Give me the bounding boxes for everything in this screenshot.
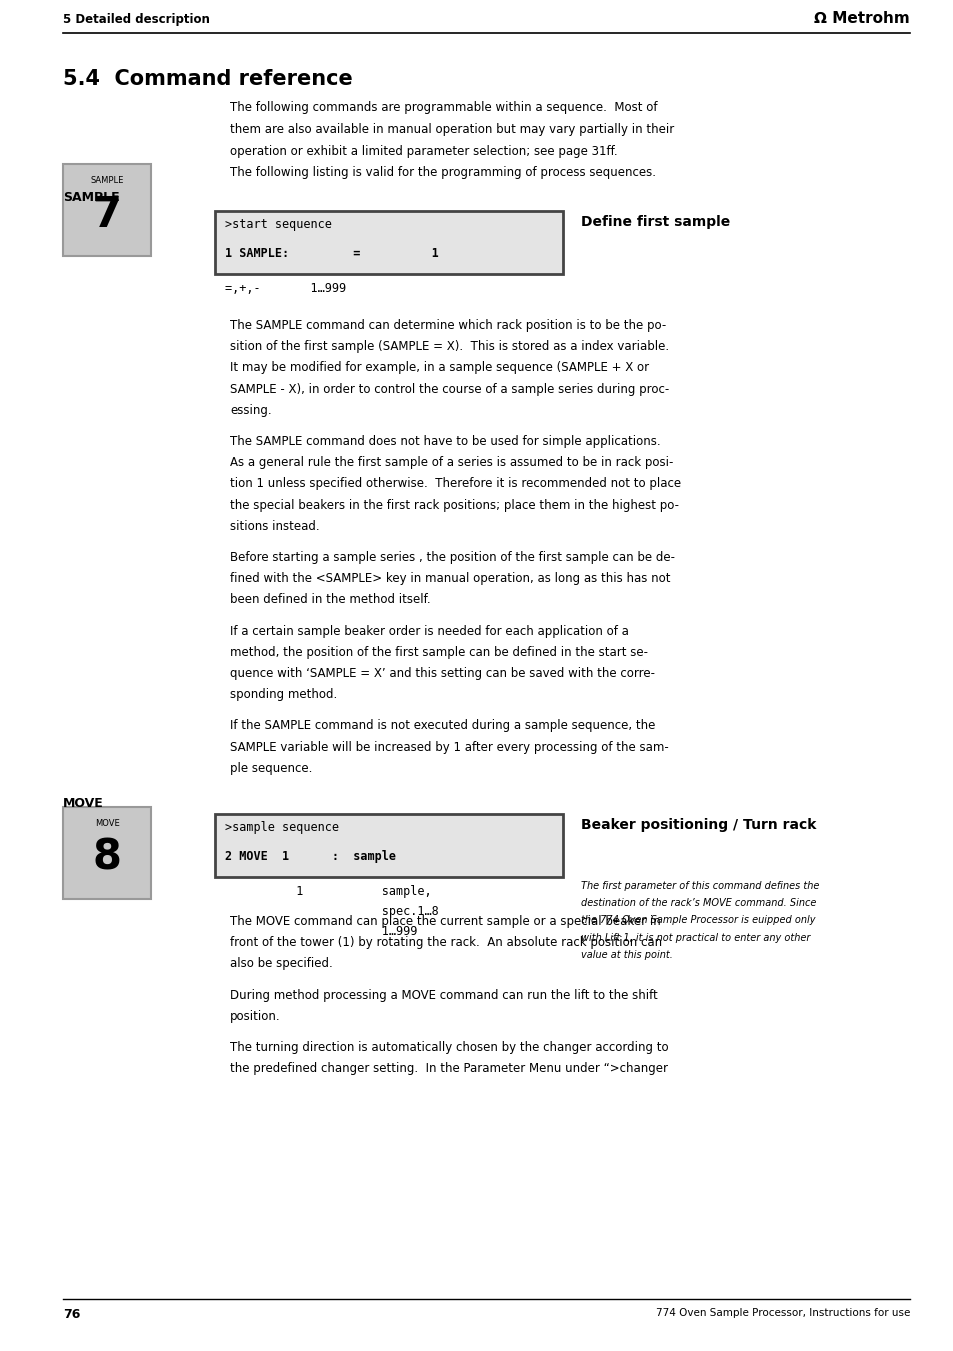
Text: The SAMPLE command does not have to be used for simple applications.: The SAMPLE command does not have to be u…: [230, 435, 659, 449]
Text: It may be modified for example, in a sample sequence (SAMPLE + X or: It may be modified for example, in a sam…: [230, 362, 648, 374]
Text: The SAMPLE command can determine which rack position is to be the po-: The SAMPLE command can determine which r…: [230, 319, 665, 332]
FancyBboxPatch shape: [214, 815, 562, 877]
Text: =,+,-       1…999: =,+,- 1…999: [225, 282, 346, 295]
Text: Beaker positioning / Turn rack: Beaker positioning / Turn rack: [580, 817, 816, 832]
Text: The following commands are programmable within a sequence.  Most of: The following commands are programmable …: [230, 101, 657, 113]
Text: sitions instead.: sitions instead.: [230, 520, 319, 532]
Text: If the SAMPLE command is not executed during a sample sequence, the: If the SAMPLE command is not executed du…: [230, 719, 655, 732]
Text: MOVE: MOVE: [94, 819, 119, 828]
Text: SAMPLE - X), in order to control the course of a sample series during proc-: SAMPLE - X), in order to control the cou…: [230, 382, 669, 396]
Text: SAMPLE: SAMPLE: [63, 190, 119, 204]
Text: destination of the rack’s MOVE command. Since: destination of the rack’s MOVE command. …: [580, 898, 816, 908]
Text: 1           sample,: 1 sample,: [225, 885, 431, 898]
Text: position.: position.: [230, 1009, 280, 1023]
Text: essing.: essing.: [230, 404, 272, 417]
Text: MOVE: MOVE: [63, 797, 104, 811]
Text: The first parameter of this command defines the: The first parameter of this command defi…: [580, 881, 819, 892]
Text: Before starting a sample series , the position of the first sample can be de-: Before starting a sample series , the po…: [230, 551, 675, 563]
Text: 76: 76: [63, 1308, 80, 1321]
Text: also be specified.: also be specified.: [230, 958, 333, 970]
Text: SAMPLE: SAMPLE: [91, 176, 124, 185]
Text: the special beakers in the first rack positions; place them in the highest po-: the special beakers in the first rack po…: [230, 499, 679, 512]
Text: Ω Metrohm: Ω Metrohm: [814, 11, 909, 26]
FancyBboxPatch shape: [63, 163, 151, 255]
Text: value at this point.: value at this point.: [580, 950, 672, 959]
Text: 2 MOVE  1      :  sample: 2 MOVE 1 : sample: [225, 850, 395, 863]
Text: sponding method.: sponding method.: [230, 688, 337, 701]
Text: 7: 7: [92, 195, 121, 236]
Text: SAMPLE variable will be increased by 1 after every processing of the sam-: SAMPLE variable will be increased by 1 a…: [230, 740, 668, 754]
Text: If a certain sample beaker order is needed for each application of a: If a certain sample beaker order is need…: [230, 624, 628, 638]
Text: quence with ‘SAMPLE = X’ and this setting can be saved with the corre-: quence with ‘SAMPLE = X’ and this settin…: [230, 667, 655, 680]
Text: The following listing is valid for the programming of process sequences.: The following listing is valid for the p…: [230, 166, 656, 180]
FancyBboxPatch shape: [63, 807, 151, 898]
Text: 5 Detailed description: 5 Detailed description: [63, 14, 210, 26]
Text: 1…999: 1…999: [225, 925, 417, 938]
Text: ple sequence.: ple sequence.: [230, 762, 312, 775]
FancyBboxPatch shape: [214, 211, 562, 274]
Text: operation or exhibit a limited parameter selection; see page 31ff.: operation or exhibit a limited parameter…: [230, 145, 617, 158]
Text: 8: 8: [92, 838, 121, 880]
Text: Define first sample: Define first sample: [580, 215, 729, 230]
Text: The MOVE command can place the current sample or a special beaker in: The MOVE command can place the current s…: [230, 915, 660, 928]
Text: method, the position of the first sample can be defined in the start se-: method, the position of the first sample…: [230, 646, 647, 659]
Text: As a general rule the first sample of a series is assumed to be in rack posi-: As a general rule the first sample of a …: [230, 457, 673, 469]
Text: >sample sequence: >sample sequence: [225, 821, 338, 834]
Text: tion 1 unless specified otherwise.  Therefore it is recommended not to place: tion 1 unless specified otherwise. There…: [230, 477, 680, 490]
Text: with Lift 1, it is not practical to enter any other: with Lift 1, it is not practical to ente…: [580, 932, 809, 943]
Text: The turning direction is automatically chosen by the changer according to: The turning direction is automatically c…: [230, 1042, 668, 1054]
Text: spec.1…8: spec.1…8: [225, 905, 438, 917]
Text: >start sequence: >start sequence: [225, 218, 332, 231]
Text: sition of the first sample (SAMPLE = X).  This is stored as a index variable.: sition of the first sample (SAMPLE = X).…: [230, 340, 668, 353]
Text: the predefined changer setting.  In the Parameter Menu under “>changer: the predefined changer setting. In the P…: [230, 1062, 667, 1075]
Text: front of the tower (1) by rotating the rack.  An absolute rack position can: front of the tower (1) by rotating the r…: [230, 936, 661, 950]
Text: 1 SAMPLE:         =          1: 1 SAMPLE: = 1: [225, 247, 438, 259]
Text: During method processing a MOVE command can run the lift to the shift: During method processing a MOVE command …: [230, 989, 657, 1001]
Text: them are also available in manual operation but may vary partially in their: them are also available in manual operat…: [230, 123, 674, 136]
Text: 5.4  Command reference: 5.4 Command reference: [63, 69, 353, 89]
Text: fined with the <SAMPLE> key in manual operation, as long as this has not: fined with the <SAMPLE> key in manual op…: [230, 573, 670, 585]
Text: been defined in the method itself.: been defined in the method itself.: [230, 593, 430, 607]
Text: 774 Oven Sample Processor, Instructions for use: 774 Oven Sample Processor, Instructions …: [655, 1308, 909, 1319]
Text: the 774 Oven Sample Processor is euipped only: the 774 Oven Sample Processor is euipped…: [580, 916, 815, 925]
